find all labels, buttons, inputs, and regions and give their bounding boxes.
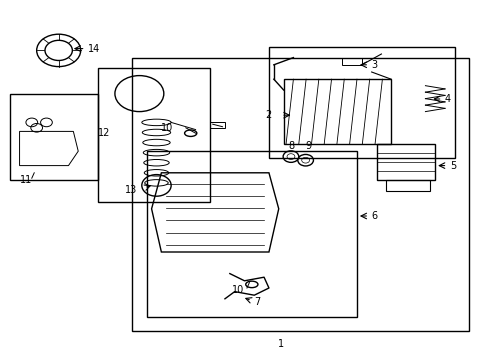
Text: 10: 10 [232, 285, 244, 295]
Text: 2: 2 [264, 110, 271, 120]
Bar [268, 47, 454, 158]
Bar [10, 94, 98, 180]
Text: 3: 3 [371, 60, 377, 70]
Text: 14: 14 [88, 44, 100, 54]
Text: 11: 11 [20, 175, 32, 185]
Bar [210, 122, 224, 128]
Text: 1: 1 [278, 339, 284, 349]
Text: 13: 13 [124, 185, 137, 195]
Text: 5: 5 [449, 161, 455, 171]
Text: 6: 6 [371, 211, 377, 221]
Text: 12: 12 [98, 128, 110, 138]
Bar [283, 79, 390, 144]
Bar [376, 144, 434, 180]
Text: 10: 10 [161, 123, 173, 133]
Bar [386, 180, 429, 191]
Text: 7: 7 [254, 297, 260, 307]
Text: 8: 8 [287, 141, 293, 151]
Bar [132, 58, 468, 331]
Bar [342, 58, 361, 65]
Text: 9: 9 [305, 141, 310, 151]
Bar [98, 68, 210, 202]
Text: 4: 4 [444, 94, 450, 104]
Bar [146, 151, 356, 317]
